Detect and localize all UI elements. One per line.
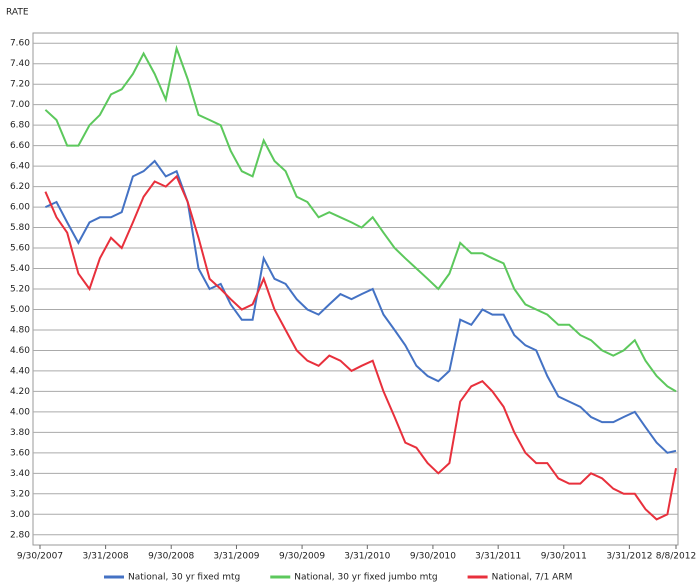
y-tick-label: 5.20 bbox=[10, 285, 30, 295]
y-tick-label: 4.40 bbox=[10, 366, 30, 376]
y-tick-label: 5.00 bbox=[10, 305, 30, 315]
legend-label: National, 7/1 ARM bbox=[492, 573, 573, 583]
series-line bbox=[44, 44, 677, 393]
y-tick-label: 6.80 bbox=[10, 121, 30, 131]
x-tick-label: 8/8/2012 bbox=[656, 552, 696, 562]
y-tick-label: 4.20 bbox=[10, 387, 30, 397]
y-tick-label: 3.40 bbox=[10, 469, 30, 479]
y-tick-label: 7.40 bbox=[10, 59, 30, 69]
y-tick-label: 5.60 bbox=[10, 244, 30, 254]
y-tick-label: 5.80 bbox=[10, 223, 30, 233]
series-line bbox=[44, 159, 677, 454]
y-tick-label: 3.60 bbox=[10, 448, 30, 458]
y-tick-label: 6.60 bbox=[10, 141, 30, 151]
y-tick-label: 4.80 bbox=[10, 325, 30, 335]
y-tick-label: 3.00 bbox=[10, 510, 30, 520]
y-tick-label: 7.60 bbox=[10, 39, 30, 49]
y-tick-label: 2.80 bbox=[10, 530, 30, 540]
x-tick-label: 3/31/2012 bbox=[606, 552, 652, 562]
x-tick-label: 9/30/2007 bbox=[17, 552, 63, 562]
y-tick-label: 5.40 bbox=[10, 264, 30, 274]
legend-label: National, 30 yr fixed jumbo mtg bbox=[294, 573, 437, 583]
y-tick-label: 3.20 bbox=[10, 489, 30, 499]
x-tick-label: 3/31/2010 bbox=[344, 552, 390, 562]
y-tick-label: 3.80 bbox=[10, 428, 30, 438]
y-axis-label: RATE bbox=[6, 8, 29, 18]
y-tick-label: 6.00 bbox=[10, 203, 30, 213]
x-tick-label: 9/30/2010 bbox=[410, 552, 456, 562]
x-tick-label: 9/30/2008 bbox=[148, 552, 194, 562]
y-tick-label: 4.00 bbox=[10, 407, 30, 417]
y-tick-label: 4.60 bbox=[10, 346, 30, 356]
x-tick-label: 3/31/2009 bbox=[213, 552, 259, 562]
series-line bbox=[44, 174, 677, 521]
y-tick-label: 6.20 bbox=[10, 182, 30, 192]
y-tick-label: 7.20 bbox=[10, 80, 30, 90]
x-tick-label: 9/30/2011 bbox=[541, 552, 587, 562]
x-tick-label: 9/30/2009 bbox=[279, 552, 325, 562]
x-tick-label: 3/31/2011 bbox=[475, 552, 521, 562]
legend-label: National, 30 yr fixed mtg bbox=[128, 573, 240, 583]
y-tick-label: 7.00 bbox=[10, 100, 30, 110]
x-tick-label: 3/31/2008 bbox=[83, 552, 129, 562]
y-tick-label: 6.40 bbox=[10, 162, 30, 172]
